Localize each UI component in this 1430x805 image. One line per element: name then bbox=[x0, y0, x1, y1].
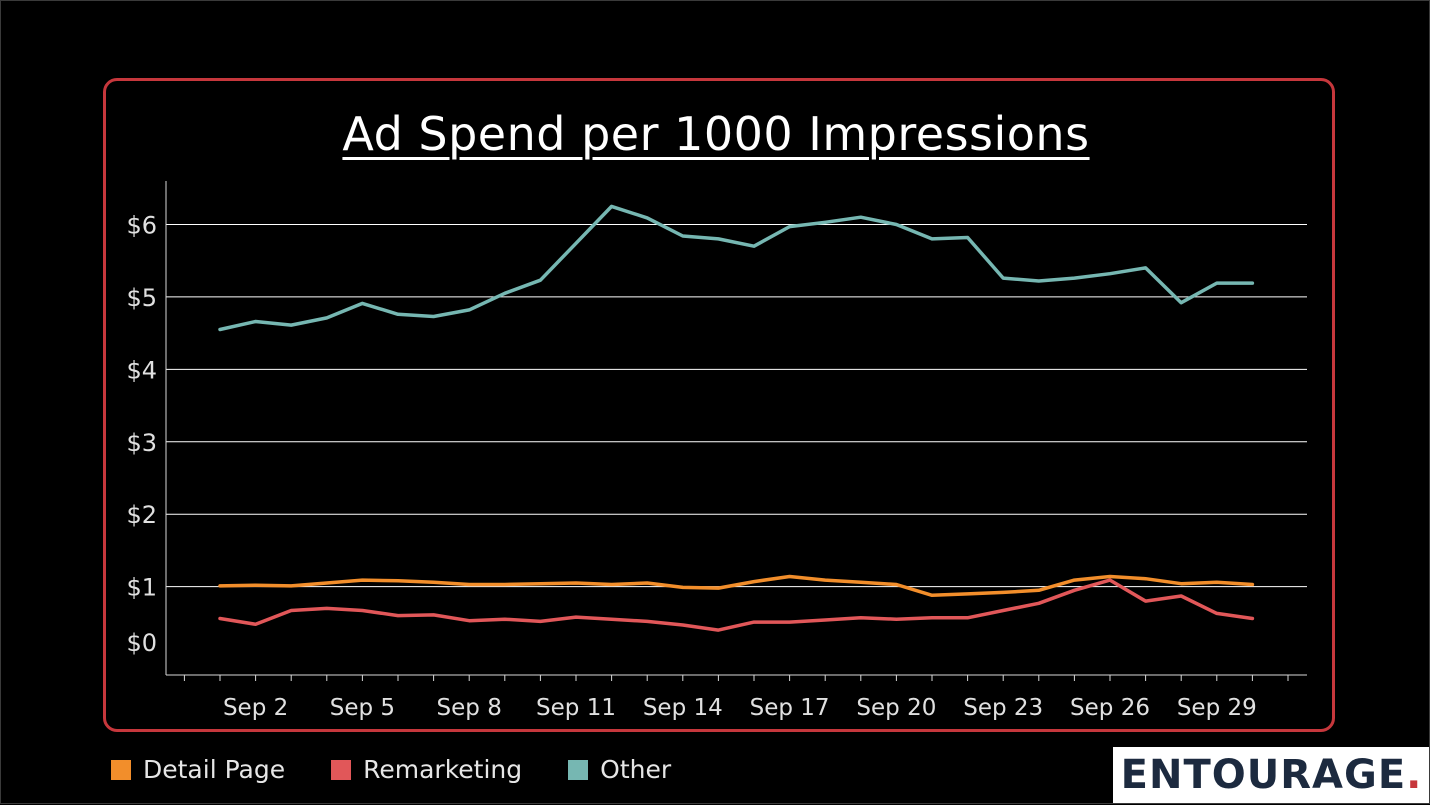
x-tick-label: Sep 29 bbox=[1177, 695, 1257, 721]
series-line-remarketing bbox=[218, 578, 1255, 632]
axis-layer: $0 $1 $2 $3 $4 $5 $6 Sep 2 Sep 5 Sep 8 Sep 11 Sep 1… bbox=[126, 181, 1307, 721]
y-tick-label: $3 bbox=[126, 429, 157, 457]
x-tick-label: Sep 5 bbox=[330, 695, 395, 721]
legend-item-remarketing[interactable]: Remarketing bbox=[331, 755, 522, 784]
series-line-detail-page bbox=[218, 574, 1255, 598]
legend: Detail Page Remarketing Other bbox=[111, 755, 671, 784]
chart-panel bbox=[103, 78, 1335, 732]
grid-layer bbox=[166, 223, 1307, 588]
legend-label: Other bbox=[600, 755, 672, 784]
x-tick-label: Sep 26 bbox=[1070, 695, 1150, 721]
y-tick-label: $1 bbox=[126, 574, 157, 602]
x-tick-label: Sep 2 bbox=[223, 695, 288, 721]
legend-label: Detail Page bbox=[143, 755, 286, 784]
y-tick-label: $5 bbox=[126, 284, 157, 312]
legend-swatch-detail-page bbox=[111, 759, 131, 780]
legend-swatch-remarketing bbox=[331, 759, 352, 780]
y-tick-label: $6 bbox=[126, 211, 157, 239]
chart-title: Ad Spend per 1000 Impressions bbox=[342, 107, 1090, 161]
legend-label: Remarketing bbox=[363, 755, 523, 784]
legend-item-other[interactable]: Other bbox=[568, 755, 671, 784]
logo-dot: . bbox=[1406, 752, 1422, 798]
x-tick-label: Sep 17 bbox=[750, 695, 830, 721]
logo-text: ENTOURAGE bbox=[1120, 752, 1407, 798]
legend-swatch-other bbox=[568, 759, 589, 780]
series-layer bbox=[218, 204, 1255, 632]
x-tick-label: Sep 23 bbox=[963, 695, 1043, 721]
series-line-other bbox=[218, 204, 1255, 332]
y-tick-label: $0 bbox=[126, 629, 157, 657]
legend-item-detail-page[interactable]: Detail Page bbox=[111, 755, 285, 784]
x-tick-label: Sep 20 bbox=[856, 695, 936, 721]
x-tick-label: Sep 8 bbox=[437, 695, 502, 721]
y-tick-label: $2 bbox=[126, 501, 157, 529]
x-tick-label: Sep 14 bbox=[643, 695, 723, 721]
y-tick-label: $4 bbox=[126, 356, 157, 384]
x-tick-label: Sep 11 bbox=[536, 695, 616, 721]
entourage-logo: ENTOURAGE. bbox=[1113, 747, 1429, 803]
